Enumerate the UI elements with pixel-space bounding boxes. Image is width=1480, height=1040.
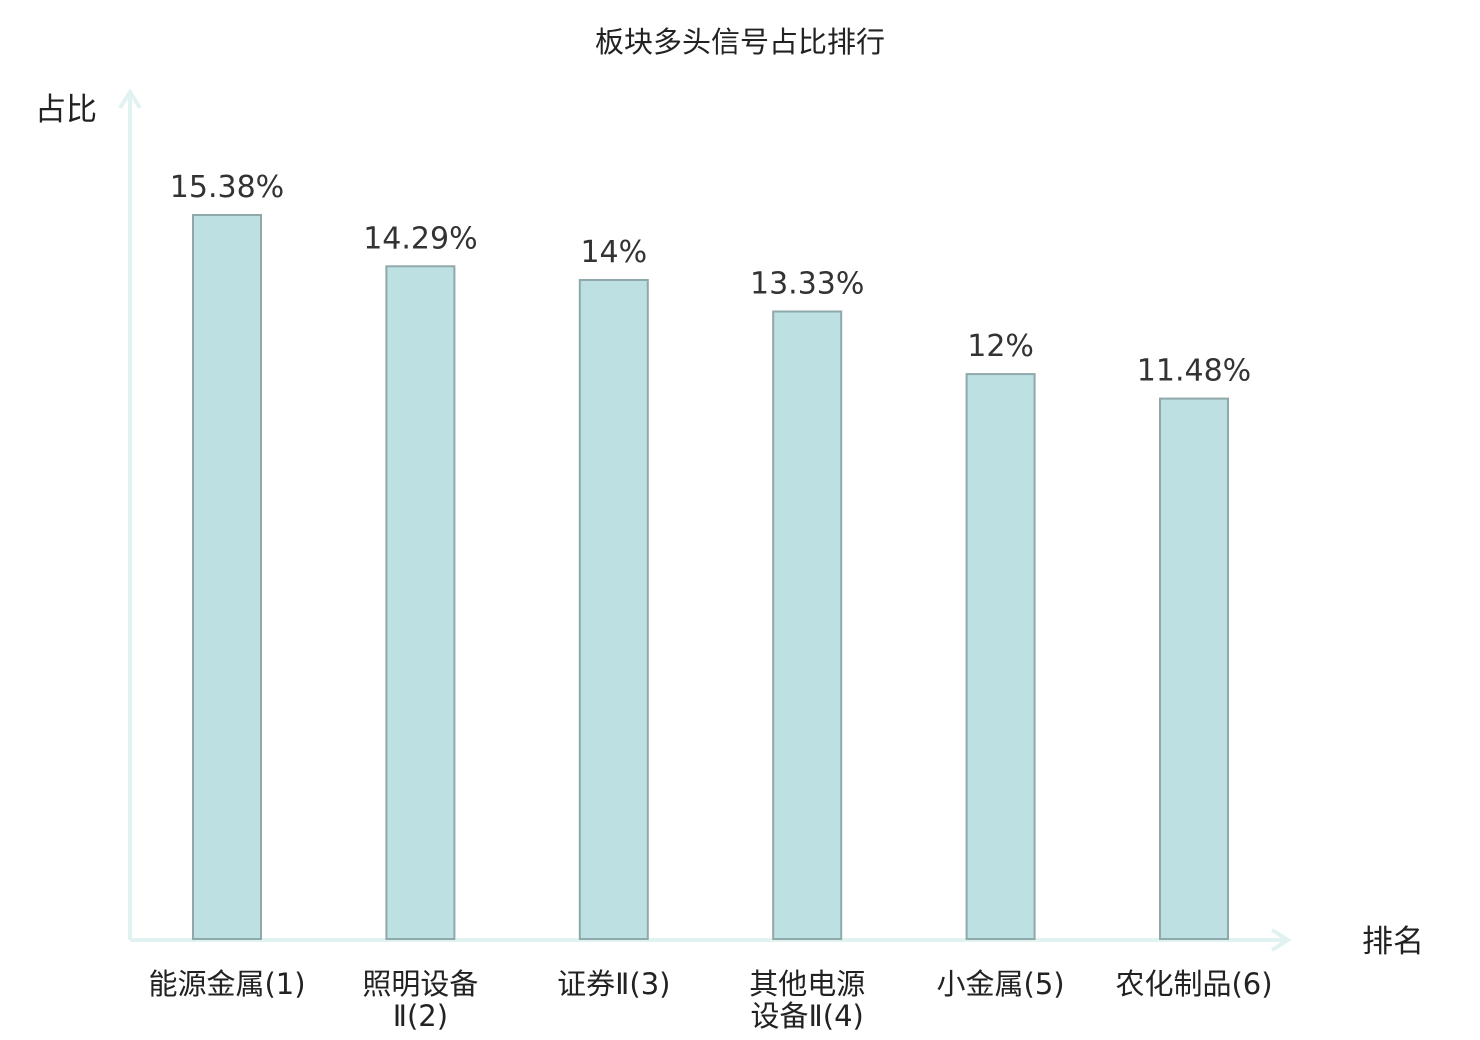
chart-title: 板块多头信号占比排行 bbox=[595, 25, 885, 59]
bar-6 bbox=[1159, 397, 1229, 941]
value-labels: 15.38% 14.29% 14% 13.33% 12% 11.48% bbox=[170, 170, 1251, 389]
value-label-1: 15.38% bbox=[170, 170, 284, 205]
x-tick-label-3: 证券Ⅱ(3) bbox=[557, 967, 670, 1001]
value-label-4: 13.33% bbox=[750, 267, 864, 302]
value-label-5: 12% bbox=[967, 329, 1034, 364]
bar-1 bbox=[192, 214, 262, 940]
value-label-3: 14% bbox=[580, 235, 647, 270]
bar-5 bbox=[965, 373, 1036, 941]
y-axis-arrow-icon bbox=[118, 88, 142, 110]
x-axis-label: 排名 bbox=[1362, 924, 1424, 960]
x-tick-label-6: 农化制品(6) bbox=[1115, 967, 1272, 1001]
x-axis: 排名 bbox=[130, 924, 1424, 960]
x-tick-label-1: 能源金属(1) bbox=[148, 967, 305, 1001]
bars bbox=[192, 214, 1229, 941]
x-tick-label-4: 其他电源设备Ⅱ(4) bbox=[749, 967, 865, 1033]
x-tick-label-5: 小金属(5) bbox=[937, 967, 1065, 1001]
x-axis-arrow-icon bbox=[1270, 928, 1292, 952]
value-label-6: 11.48% bbox=[1137, 354, 1251, 389]
bar-2 bbox=[385, 265, 456, 940]
bar-3 bbox=[578, 279, 649, 940]
y-axis-label: 占比 bbox=[35, 92, 97, 128]
x-tick-labels: 能源金属(1) 照明设备 Ⅱ(2) 证券Ⅱ(3) 其他电源设备Ⅱ(4) 小金属(5) 农化制… bbox=[148, 967, 1272, 1033]
x-tick-label-2: 照明设备 Ⅱ(2) bbox=[362, 967, 478, 1033]
y-axis: 占比 bbox=[35, 88, 142, 940]
value-label-2: 14.29% bbox=[363, 221, 477, 256]
bar-4 bbox=[772, 310, 843, 940]
